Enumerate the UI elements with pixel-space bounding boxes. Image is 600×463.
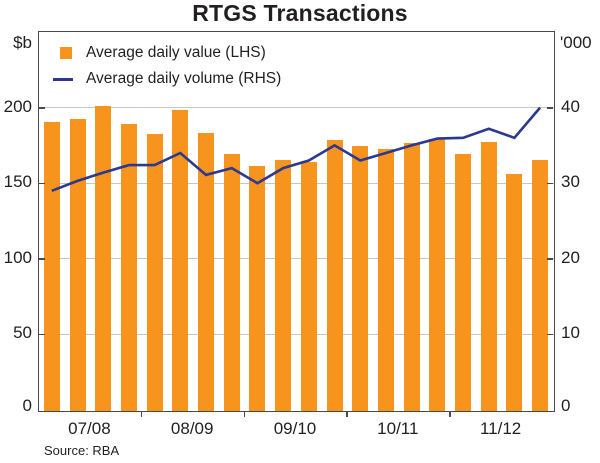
gridline-200 [39, 107, 554, 109]
bar [506, 173, 523, 411]
right-axis-tick [547, 107, 553, 109]
x-axis-year-tick [243, 412, 246, 417]
bar [223, 153, 240, 411]
right-axis-tick [547, 258, 553, 260]
legend-label-value: Average daily value (LHS) [86, 44, 266, 61]
x-axis-label-07-08: 07/08 [68, 419, 111, 438]
right-tick-label-0: 0 [561, 396, 571, 415]
bar [95, 105, 112, 411]
x-axis-year-tick [140, 412, 143, 417]
bar [43, 122, 60, 411]
bar [69, 119, 86, 411]
right-axis-tick [547, 333, 553, 336]
bar [198, 132, 215, 411]
x-axis-year-tick [449, 412, 451, 417]
bar [377, 149, 394, 411]
left-tick-label-100: 100 [3, 247, 32, 267]
x-axis-year-tick [346, 412, 348, 417]
gridline-50 [39, 333, 554, 335]
right-tick-label-20: 20 [561, 247, 580, 267]
left-axis-unit: $b [13, 33, 32, 52]
left-tick-label-150: 150 [3, 172, 32, 192]
bar [429, 138, 446, 411]
right-axis-unit: '000 [560, 33, 592, 52]
bar [249, 166, 266, 411]
bar-swatch-icon [60, 47, 72, 59]
right-tick-label-40: 40 [561, 96, 580, 116]
left-axis-tick [39, 182, 45, 185]
bar [172, 110, 189, 411]
right-axis-tick [547, 182, 553, 185]
bar [455, 153, 472, 411]
left-axis-tick [39, 258, 45, 260]
gridline-100 [39, 258, 554, 260]
bar [300, 161, 317, 411]
legend-item-volume: Average daily volume (RHS) [53, 66, 281, 92]
bar [352, 146, 369, 411]
x-axis-label-11-12: 11/12 [479, 419, 522, 438]
bar [480, 141, 497, 411]
bar [120, 123, 137, 411]
source-note: Source: RBA [44, 443, 120, 458]
bar [326, 140, 343, 411]
left-tick-label-0: 0 [22, 396, 32, 415]
bar [532, 160, 549, 411]
plot-area: Average daily value (LHS) Average daily … [38, 31, 555, 412]
x-axis-label-10-11: 10/11 [377, 419, 419, 438]
legend: Average daily value (LHS) Average daily … [53, 40, 281, 92]
legend-item-value: Average daily value (LHS) [53, 40, 281, 66]
bar [146, 134, 163, 411]
bar [275, 160, 292, 411]
gridline-150 [39, 182, 554, 184]
left-tick-label-50: 50 [13, 323, 32, 343]
bar [403, 143, 420, 411]
left-axis-tick [39, 107, 45, 109]
right-tick-label-10: 10 [561, 323, 580, 343]
right-tick-label-30: 30 [561, 172, 580, 192]
left-axis-tick [39, 333, 45, 336]
x-axis-label-08-09: 08/09 [170, 419, 214, 438]
legend-label-volume: Average daily volume (RHS) [86, 70, 282, 87]
line-swatch-icon [53, 77, 73, 81]
chart-title: RTGS Transactions [192, 0, 408, 26]
left-tick-label-200: 200 [3, 96, 32, 116]
x-axis-label-09-10: 09/10 [273, 419, 317, 438]
